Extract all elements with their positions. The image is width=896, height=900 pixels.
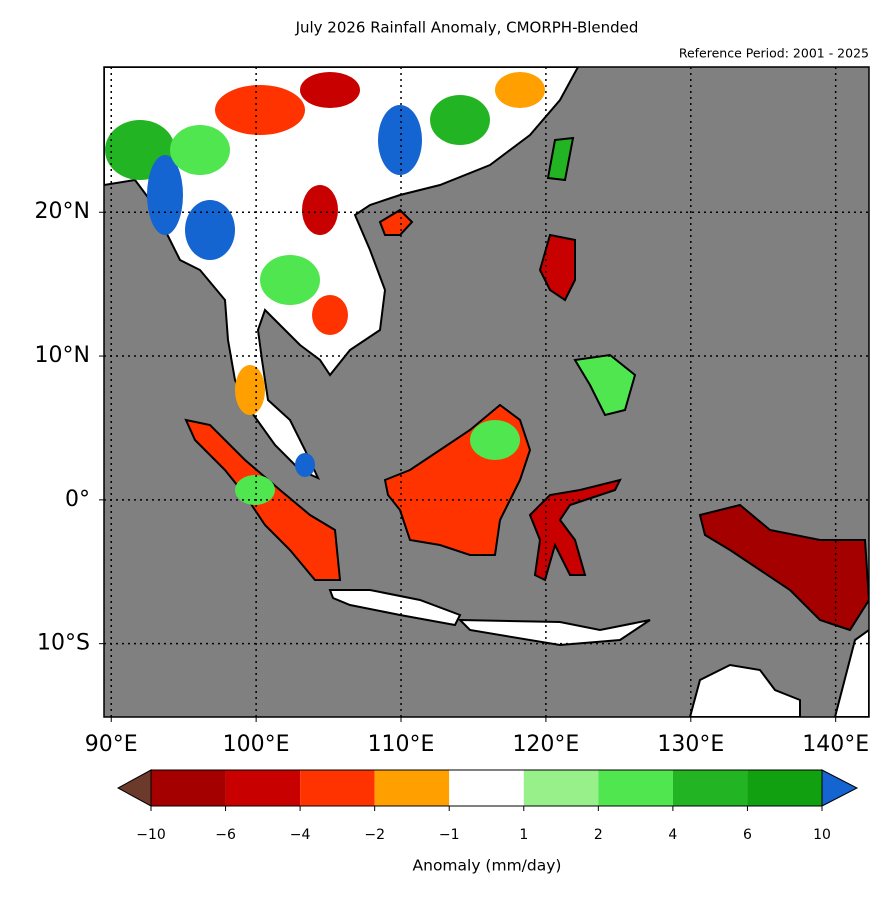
- colorbar-tick-label: −1: [439, 827, 460, 843]
- colorbar-tick-label: 4: [668, 827, 677, 843]
- land: [104, 67, 869, 717]
- map-frame: [103, 66, 870, 718]
- anomaly-patches: [105, 72, 545, 477]
- colorbar-tick-label: 1: [519, 827, 528, 843]
- colorbar-segment: [598, 770, 673, 806]
- sulawesi: [528, 478, 622, 582]
- colorbar-frame: [150, 769, 823, 807]
- lon-tick-label: 130°E: [657, 732, 724, 757]
- australia-east: [833, 628, 869, 717]
- australia: [688, 663, 801, 717]
- colorbar-over: [821, 769, 859, 807]
- lon-tick-label: 120°E: [512, 732, 579, 757]
- java: [328, 589, 462, 627]
- colorbar-segment: [449, 770, 524, 806]
- taiwan: [546, 136, 575, 182]
- title: July 2026 Rainfall Anomaly, CMORPH-Blend…: [295, 19, 639, 37]
- colorbar-tick-label: 10: [813, 827, 831, 843]
- lat-tick-label: 20°N: [35, 199, 90, 224]
- lon-tick-label: 140°E: [802, 732, 869, 757]
- lon-tick-label: 100°E: [223, 732, 290, 757]
- colorbar-tick-label: 6: [743, 827, 752, 843]
- lon-tick-label: 110°E: [368, 732, 435, 757]
- colorbar-segment: [672, 770, 748, 806]
- mainland: [104, 67, 580, 480]
- colorbar-tick-label: −6: [215, 827, 236, 843]
- subtitle: Reference Period: 2001 - 2025: [679, 46, 869, 61]
- lat-tick-label: 10°N: [35, 343, 90, 368]
- luzon: [538, 233, 576, 302]
- new-guinea: [698, 503, 869, 632]
- colorbar-label: Anomaly (mm/day): [413, 857, 562, 875]
- hainan: [378, 208, 414, 236]
- colorbar-under: [116, 769, 152, 807]
- colorbar-tick-label: −4: [290, 827, 311, 843]
- colorbar-segment: [151, 770, 226, 806]
- colorbar-segment: [523, 770, 599, 806]
- colorbar-tick-label: 2: [594, 827, 603, 843]
- colorbar-segment: [747, 770, 822, 806]
- colorbar-tick-label: −2: [364, 827, 385, 843]
- colorbar-segment: [374, 770, 450, 806]
- mindanao: [573, 353, 637, 417]
- colorbar-segment: [300, 770, 375, 806]
- lat-tick-label: 10°S: [37, 631, 90, 656]
- colorbar-segment: [225, 770, 301, 806]
- lat-tick-label: 0°: [65, 487, 90, 512]
- colorbar-tick-label: −10: [136, 827, 166, 843]
- lesser-sunda: [457, 618, 651, 647]
- lon-tick-label: 90°E: [85, 732, 138, 757]
